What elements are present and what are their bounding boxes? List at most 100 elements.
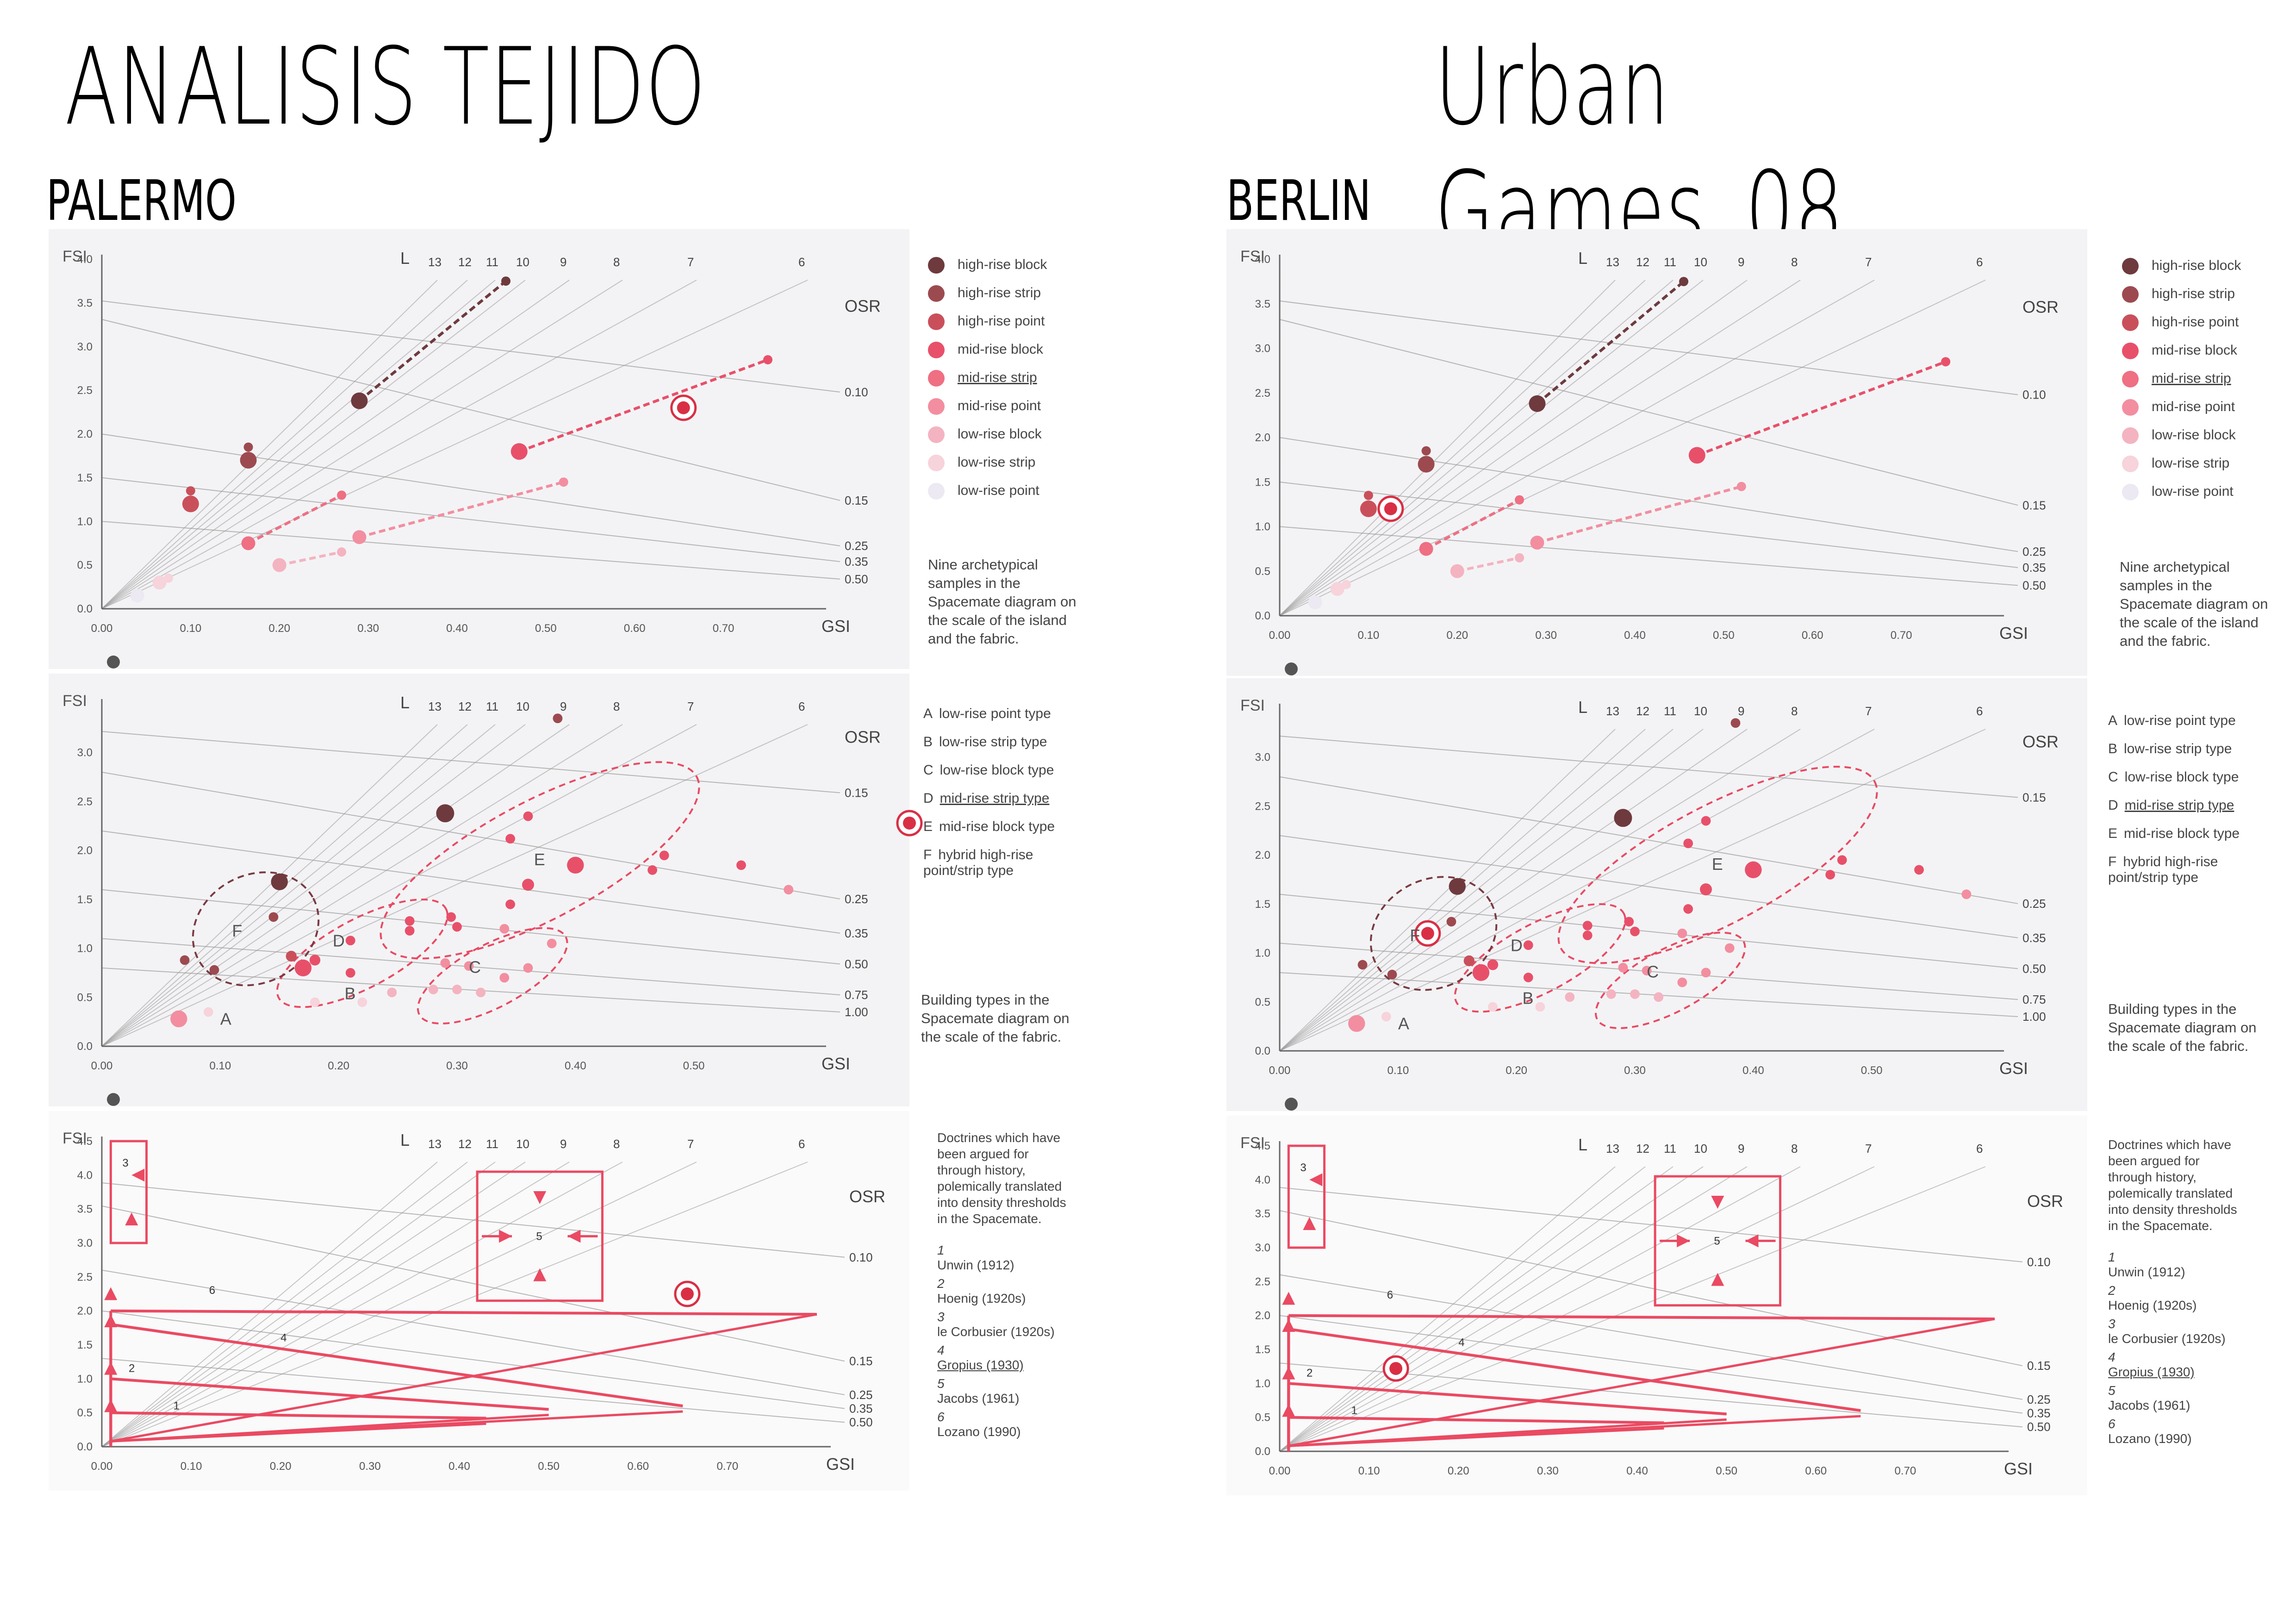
doctrine-name: Gropius (1930) [937,1358,1024,1372]
osr-tick-label: 0.25 [845,539,868,553]
chart-samples-svg: 13 12 11 10 9 8 7 6 L 0.10 0.15 0.25 0.35 0.50 OSR FSI G… [1226,229,2259,676]
legend-item: low-rise point [2122,484,2234,501]
doctrine-name: Unwin (1912) [2108,1265,2185,1279]
l-axis-label: L [1578,698,1587,717]
legend-letter: F [923,847,932,862]
sample-link [279,550,342,567]
sample-fabric-point [763,355,773,365]
type-point [271,873,288,890]
doctrine-number: 4 [2108,1350,2116,1364]
arrow-icon [533,1268,547,1281]
legend-label: low-rise strip type [939,734,1047,750]
l-tick-label: 9 [1738,704,1744,718]
y-tick-label: 0.0 [1255,1045,1270,1057]
x-tick-label: 0.00 [1269,1064,1291,1077]
chart-grid [1279,280,2018,616]
y-tick-label: 4.5 [77,1135,93,1148]
l-tick-label: 9 [560,255,566,269]
y-tick-label: 0.0 [1255,610,1270,622]
sample-island-point [152,575,167,590]
l-tick-label: 8 [1791,1142,1798,1156]
doctrine-box-3 [1287,1144,1326,1249]
doctrines-intro: Doctrines which have been argued for thr… [2108,1137,2237,1233]
l-axis-label: L [400,249,410,268]
legend-label: low-rise point type [2124,713,2236,728]
legend-item: mid-rise strip [928,370,1037,387]
osr-tick-label: 0.25 [2022,544,2046,558]
doctrine-label: 4 [280,1332,286,1344]
cluster-label: A [220,1009,231,1028]
osr-axis-label: OSR [845,728,881,747]
arrow-icon [1711,1196,1724,1209]
legend-label: high-rise strip [2152,286,2235,301]
arrow-icon [131,1168,145,1182]
y-tick-label: 1.5 [77,893,93,906]
chart-marks [104,1140,817,1447]
type-point [180,955,190,965]
osr-axis-label: OSR [849,1187,885,1206]
sample-island-point [1688,447,1705,464]
cluster-label: E [1712,855,1723,874]
l-grid-line [101,724,808,1047]
osr-axis-label: OSR [2022,732,2059,751]
type-point [553,713,563,724]
x-tick-label: 0.60 [627,1460,649,1473]
l-grid-line [101,1162,697,1447]
legend-item: low-rise point [928,483,1039,500]
type-point [1683,838,1693,849]
legend-label: mid-rise point [2152,399,2235,414]
sample-island-point [1418,456,1435,473]
type-point [436,804,454,823]
cluster-label: F [232,921,242,940]
osr-tick-label: 0.75 [845,988,868,1002]
l-grid-line [1279,280,1704,616]
sample-fabric-point [559,477,568,487]
y-tick-label: 2.5 [77,384,93,397]
osr-grid-line [101,319,840,501]
legend-label: low-rise block [958,426,1042,442]
doctrine-line [1288,1416,1664,1424]
legend-letter: A [2108,713,2118,728]
sample-island-point [510,443,528,460]
sample-fabric-point [243,442,253,452]
type-point [452,984,462,994]
osr-tick-label: 0.35 [2022,561,2046,575]
osr-tick-label: 0.15 [845,786,868,800]
l-grid-line [101,280,496,609]
x-axis-label: GSI [2004,1459,2033,1478]
l-grid-line [1279,280,1986,616]
cluster-label: B [1522,989,1533,1008]
doctrine-name: Hoenig (1920s) [2108,1298,2197,1312]
doctrine-number: 2 [2108,1283,2116,1298]
x-tick-label: 0.50 [1861,1064,1883,1077]
doctrine-line [1288,1314,1995,1320]
l-tick-label: 7 [1865,1142,1872,1156]
legend-item: high-rise strip [928,285,1041,302]
y-tick-label: 2.0 [77,844,93,857]
y-tick-label: 0.5 [1255,565,1270,578]
x-axis-label: GSI [826,1455,855,1474]
type-point [1446,917,1456,927]
osr-tick-label: 0.25 [2027,1393,2051,1406]
type-point [1630,989,1640,999]
y-tick-label: 1.5 [77,472,93,484]
y-tick-label: 4.0 [1255,253,1270,266]
y-tick-label: 1.0 [77,1373,93,1385]
l-grid-line [101,1162,496,1447]
legend-label: high-rise block [2152,258,2241,273]
l-tick-label: 10 [516,700,529,713]
sample-fabric-point [1310,598,1320,607]
osr-grid-line [101,1206,845,1362]
l-grid-line [101,1162,570,1447]
type-point [522,879,534,891]
legend-swatch [2122,314,2139,331]
l-grid-line [1279,280,1875,616]
x-tick-label: 0.20 [1506,1064,1527,1077]
osr-grid-line [1279,526,2018,586]
berlin-chart-types: 13 12 11 10 9 8 7 6 L 0.15 0.25 0.35 0.50 0.75 1.00 OSR… [1226,678,2259,1111]
x-tick-label: 0.60 [1805,1465,1827,1477]
l-grid-line [101,724,570,1047]
y-tick-label: 1.0 [77,943,93,955]
